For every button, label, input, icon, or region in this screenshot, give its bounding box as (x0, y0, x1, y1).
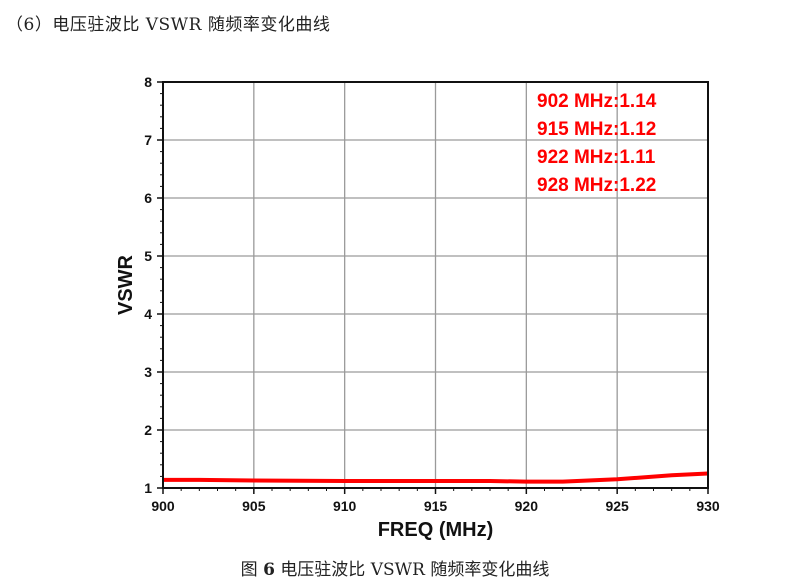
figure-caption: 图 6 电压驻波比 VSWR 随频率变化曲线 (0, 555, 790, 580)
caption-number: 6 (263, 560, 275, 580)
vswr-annotation: 915 MHz:1.12 (537, 119, 656, 140)
x-tick-label: 915 (424, 498, 448, 514)
plot-frame (162, 81, 709, 489)
tick-layer (157, 81, 709, 494)
caption-text: 电压驻波比 VSWR 随频率变化曲线 (280, 560, 550, 580)
x-tick-label: 910 (333, 498, 357, 514)
x-tick-label: 905 (242, 498, 266, 514)
y-tick-label: 1 (144, 480, 152, 496)
x-tick-label: 900 (151, 498, 175, 514)
x-tick-label: 925 (605, 498, 629, 514)
y-tick-label: 6 (144, 190, 152, 206)
series-layer (163, 471, 709, 484)
y-tick-label: 7 (144, 132, 152, 148)
y-tick-label: 8 (144, 74, 152, 90)
vswr-series-line (163, 471, 709, 484)
y-tick-label: 4 (144, 306, 152, 322)
section-heading: （6）电压驻波比 VSWR 随频率变化曲线 (6, 15, 331, 35)
y-tick-label: 5 (144, 248, 152, 264)
x-axis-title: FREQ (MHz) (378, 519, 494, 541)
x-tick-label: 930 (696, 498, 720, 514)
y-tick-label: 2 (144, 422, 152, 438)
label-layer: 900 905 910 915 920 925 930 1 2 3 4 5 6 7 8 (144, 74, 720, 514)
vswr-annotation: 922 MHz:1.11 (537, 147, 656, 168)
grid-layer (162, 81, 709, 489)
y-axis-title: VSWR (115, 254, 137, 315)
caption-prefix: 图 (240, 560, 258, 580)
annotation-layer: 902 MHz:1.14 915 MHz:1.12 922 MHz:1.11 928 … (537, 91, 657, 196)
x-tick-label: 920 (515, 498, 539, 514)
vswr-annotation: 928 MHz:1.22 (537, 175, 656, 196)
y-tick-label: 3 (144, 364, 152, 380)
vswr-annotation: 902 MHz:1.14 (537, 91, 657, 112)
